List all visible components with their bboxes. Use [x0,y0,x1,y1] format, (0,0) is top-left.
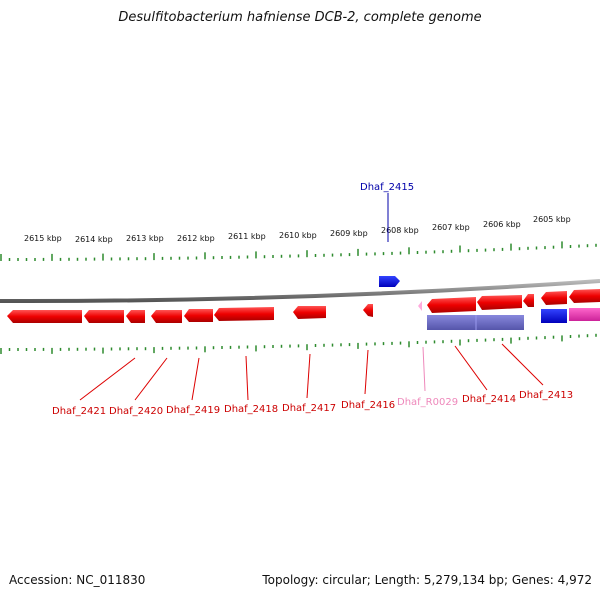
gene-dhaf-2416[interactable] [363,304,373,317]
leader-line [364,349,369,395]
ruler-label: 2614 kbp [75,235,113,244]
ruler-label: 2606 kbp [483,220,521,229]
ruler-label: 2613 kbp [126,234,164,243]
gene-dhaf-2420-b[interactable] [126,310,145,323]
leader-line [191,357,200,401]
leader-line [501,343,544,386]
gene-label-dhaf-2415[interactable]: Dhaf_2415 [360,182,414,193]
ruler-label: 2607 kbp [432,223,470,232]
leader-line [306,353,311,399]
genome-backbone [0,279,600,304]
ruler-label: 2612 kbp [177,234,215,243]
gene-dhaf-r0029[interactable] [418,301,422,311]
ruler-label: 2610 kbp [279,231,317,240]
gene-label-dhaf-2414[interactable]: Dhaf_2414 [462,394,516,405]
gene-forward-edge-2[interactable] [569,289,600,303]
leader-line [134,357,168,401]
gene-dhaf-2418[interactable] [184,309,213,322]
gene-pink-reverse[interactable] [569,308,600,321]
ruler-label: 2615 kbp [24,234,62,243]
gene-dhaf-2418-b[interactable] [214,307,274,321]
accession-label: Accession: NC_011830 [9,573,146,587]
gene-dhaf-2420[interactable] [84,310,124,323]
leader-line [422,346,426,392]
gene-label-dhaf-2413[interactable]: Dhaf_2413 [519,390,573,401]
gene-label-dhaf-2417[interactable]: Dhaf_2417 [282,403,336,414]
position-ruler-forward [0,241,597,261]
leader-line [245,355,249,401]
gene-dhaf-2414-b[interactable] [477,295,522,310]
gene-dhaf-2413[interactable] [523,294,534,307]
genome-title: Desulfitobacterium hafniense DCB-2, comp… [118,10,482,25]
gene-label-dhaf-r0029[interactable]: Dhaf_R0029 [397,397,458,408]
gene-forward-edge-1[interactable] [541,291,567,305]
gene-label-dhaf-2418[interactable]: Dhaf_2418 [224,404,278,415]
gene-dhaf-2419[interactable] [151,310,182,323]
leader-line [79,357,136,401]
gene-dhaf-2414[interactable] [427,297,476,313]
gene-label-dhaf-2416[interactable]: Dhaf_2416 [341,400,395,411]
ruler-label: 2608 kbp [381,226,419,235]
ruler-label: 2611 kbp [228,232,266,241]
gene-label-dhaf-2421[interactable]: Dhaf_2421 [52,406,106,417]
gene-dhaf-2421[interactable] [7,310,82,323]
position-ruler-reverse [0,333,597,354]
gene-dhaf-2415[interactable] [379,276,400,287]
ruler-label: 2609 kbp [330,229,368,238]
ruler-label: 2605 kbp [533,215,571,224]
gene-blue-reverse[interactable] [541,309,567,323]
leader-line [454,345,488,391]
gene-label-dhaf-2419[interactable]: Dhaf_2419 [166,405,220,416]
gene-dhaf-2417[interactable] [293,306,326,319]
gene-label-dhaf-2420[interactable]: Dhaf_2420 [109,406,163,417]
genome-summary: Topology: circular; Length: 5,279,134 bp… [262,573,592,587]
